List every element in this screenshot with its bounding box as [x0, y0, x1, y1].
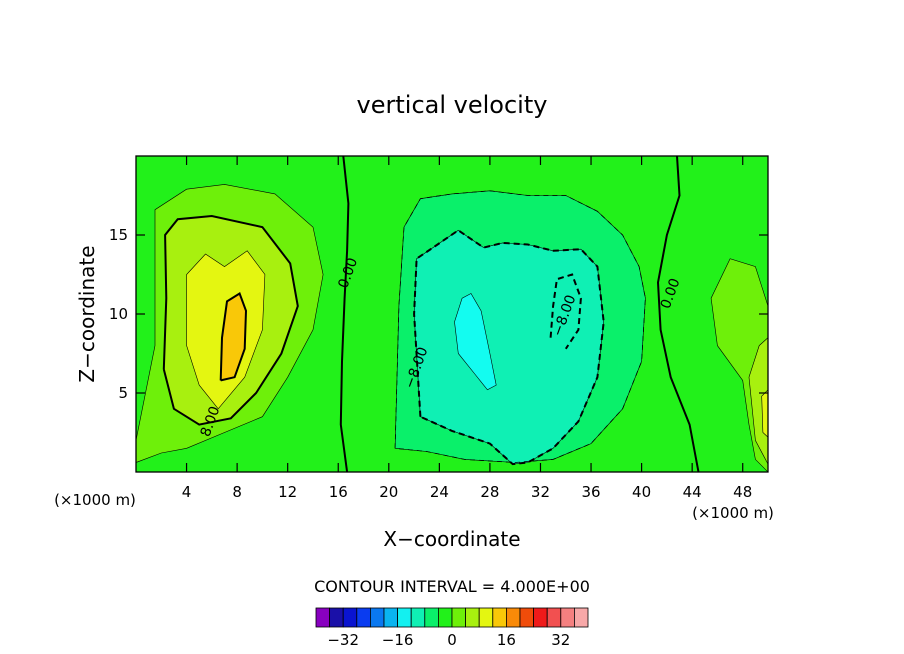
plot-area: 0.000.008.00−8.00−8.00: [136, 156, 768, 472]
contour-line-2: [162, 214, 299, 426]
colorbar-swatch-2: [342, 607, 358, 628]
x-tick-label-5: 24: [430, 483, 449, 501]
x-tick-label-4: 20: [379, 483, 398, 501]
colorbar-swatch-7: [410, 607, 426, 628]
y-axis-ticks: 5 10 15: [109, 226, 768, 402]
x-tick-label-8: 36: [581, 483, 600, 501]
x-tick-label-1: 8: [232, 483, 242, 501]
colorbar-swatch-18: [560, 607, 575, 628]
contour-line-5: [549, 273, 582, 350]
contour-region-6: [761, 389, 768, 438]
contour-line-3: [219, 291, 248, 382]
colorbar-swatch-3: [356, 607, 371, 628]
x-axis-unit-right: (×1000 m): [692, 504, 774, 522]
x-axis-unit-left: (×1000 m): [54, 491, 136, 509]
y-tick-label-0: 5: [118, 384, 128, 402]
colorbar-swatch-10: [451, 607, 467, 628]
colorbar-tick-label-3: 16: [497, 631, 516, 649]
colorbar-tick-labels: −32 −16 0 16 32: [327, 631, 570, 649]
colorbar-swatch-4: [369, 607, 385, 628]
x-axis-ticks: 4 8 12 16 20 24 28 32 36 40 44 48: [182, 156, 752, 501]
chart-title: vertical velocity: [357, 91, 548, 119]
x-tick-label-11: 48: [733, 483, 752, 501]
x-tick-label-10: 44: [683, 483, 702, 501]
contour-lines: [162, 156, 700, 472]
colorbar-tick-label-2: 0: [447, 631, 457, 649]
colorbar-swatch-16: [533, 607, 548, 628]
contour-line-0: [339, 156, 350, 472]
x-tick-label-2: 12: [278, 483, 297, 501]
colorbar-swatch-19: [574, 607, 589, 628]
x-axis-label: X−coordinate: [383, 527, 520, 551]
y-tick-label-2: 15: [109, 226, 128, 244]
colorbar-swatch-5: [383, 607, 399, 628]
x-tick-label-0: 4: [182, 483, 192, 501]
colorbar-swatch-11: [465, 607, 480, 628]
colorbar-tick-label-4: 32: [551, 631, 570, 649]
contour-region-9: [454, 293, 497, 391]
x-tick-label-9: 40: [632, 483, 651, 501]
colorbar-swatch-17: [546, 607, 562, 628]
colorbar-swatch-8: [424, 607, 439, 628]
colorbar-swatch-6: [397, 607, 412, 628]
contour-line-4: [413, 229, 605, 466]
y-tick-label-1: 10: [109, 305, 128, 323]
contour-interval-text: CONTOUR INTERVAL = 4.000E+00: [314, 577, 590, 596]
colorbar-tick-label-1: −16: [382, 631, 414, 649]
colorbar-swatch-0: [315, 607, 331, 628]
y-axis-label: Z−coordinate: [75, 245, 99, 382]
colorbar-tick-label-0: −32: [327, 631, 359, 649]
colorbar-swatch-9: [437, 607, 453, 628]
contour-line-1: [656, 156, 700, 472]
colorbar-swatch-14: [505, 607, 521, 628]
x-tick-label-6: 28: [480, 483, 499, 501]
colorbar-swatch-12: [478, 607, 494, 628]
colorbar-swatch-13: [492, 607, 507, 628]
colorbar-swatch-15: [519, 607, 535, 628]
colorbar: [315, 607, 589, 628]
x-tick-label-7: 32: [531, 483, 550, 501]
x-tick-label-3: 16: [329, 483, 348, 501]
contour-line-6: [394, 190, 646, 463]
colorbar-swatch-1: [329, 607, 344, 628]
